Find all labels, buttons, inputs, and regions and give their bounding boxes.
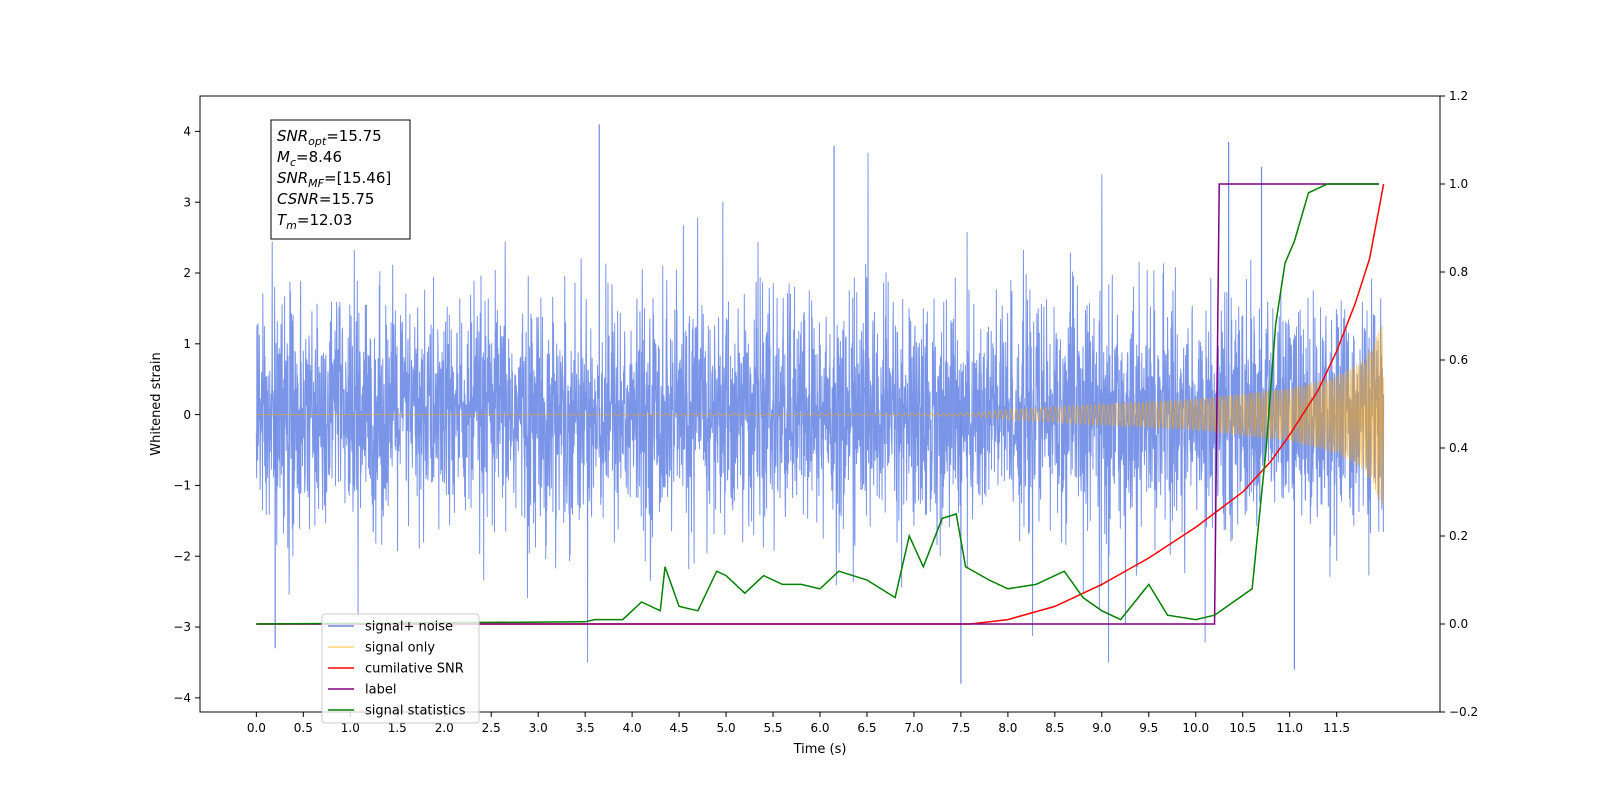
y-tick-label: 3 [183,195,191,209]
x-tick-label: 9.5 [1139,721,1158,735]
x-tick-label: 10.5 [1229,721,1256,735]
x-tick-label: 7.0 [904,721,923,735]
y-axis-right: −0.2 0.0 0.2 0.4 0.6 0.8 1.0 1.2 [1440,89,1478,719]
y-tick-label: 2 [183,266,191,280]
annotation-line: Tm=12.03 [277,211,352,232]
annotation-line: SNRopt=15.75 [277,127,382,148]
x-tick-label: 9.0 [1092,721,1111,735]
annotation-line: CSNR=15.75 [277,190,374,208]
x-axis-label: Time (s) [793,742,847,757]
y-tick-label: −2 [173,549,191,563]
x-tick-label: 6.5 [857,721,876,735]
x-tick-label: 4.5 [670,721,689,735]
annotation-frame [270,119,411,240]
y-tick-label: −4 [173,691,191,705]
x-tick-label: 2.0 [435,721,454,735]
y2-tick-label: 1.2 [1449,89,1468,103]
y2-tick-label: 0.8 [1449,265,1468,279]
x-tick-label: 10.0 [1182,721,1209,735]
x-tick-label: 11.0 [1276,721,1303,735]
legend-label: signal statistics [365,704,466,719]
series-signal-noise-line [255,152,1385,663]
legend-label: signal+ noise [365,620,453,635]
x-tick-label: 3.5 [576,721,595,735]
series-label-line [256,183,1379,625]
legend-label: signal only [365,641,435,656]
annotation-value: =12.03 [297,211,353,229]
annotation-value: =8.46 [296,148,342,166]
legend: signal+ noise signal only cumilative SNR la… [321,613,480,724]
y2-tick-label: 0.0 [1449,617,1468,631]
y2-tick-label: 0.4 [1449,441,1468,455]
y-axis-left: −4 −3 −2 −1 0 1 2 3 4 [173,125,200,705]
x-tick-label: 5.0 [717,721,736,735]
annotation-line: SNRMF=[15.46] [277,169,391,190]
x-tick-label: 0.5 [294,721,313,735]
x-tick-label: 8.0 [998,721,1017,735]
x-tick-label: 11.5 [1323,721,1350,735]
annotation-subscript: opt [308,135,327,148]
x-tick-label: 6.0 [810,721,829,735]
x-tick-label: 5.5 [763,721,782,735]
annotation-symbol: T [277,211,288,229]
annotation-subscript: m [286,219,297,232]
annotation-value: =[15.46] [324,169,391,187]
annotation-symbol: SNR [277,169,308,187]
x-tick-label: 4.0 [623,721,642,735]
y-tick-label: 1 [183,337,191,351]
series-cumilative-snr-line [256,183,1385,625]
legend-label: cumilative SNR [365,662,464,677]
annotation-symbol: CSNR [277,190,319,208]
annotation-symbol: SNR [277,127,308,145]
x-tick-label: 8.5 [1045,721,1064,735]
annotation-value: =15.75 [319,190,375,208]
y-tick-label: 4 [183,125,191,139]
x-tick-label: 1.5 [388,721,407,735]
annotation-subscript: c [290,156,296,169]
y2-tick-label: −0.2 [1449,705,1478,719]
x-tick-label: 2.5 [482,721,501,735]
series-signal-statistics-line [256,183,1379,625]
annotation-value: =15.75 [326,127,382,145]
x-axis: 0.0 0.5 1.0 1.5 2.0 2.5 3.0 3.5 4.0 4.5 5.0 5.5 6.0 6… [247,712,1350,735]
legend-label: label [365,683,396,698]
x-tick-label: 3.0 [529,721,548,735]
series-layer [255,124,1385,684]
y2-tick-label: 1.0 [1449,177,1468,191]
annotation-subscript: MF [308,177,324,190]
x-tick-label: 7.5 [951,721,970,735]
series-signal-only-line [256,325,1385,506]
y-tick-label: 0 [183,408,191,422]
annotation-box: SNRopt=15.75Mc=8.46SNRMF=[15.46]CSNR=15.… [270,119,411,240]
y-axis-label: Whitened strain [149,352,164,455]
y-tick-label: −3 [173,620,191,634]
y-tick-label: −1 [173,479,191,493]
annotation-line: Mc=8.46 [277,148,342,169]
y2-tick-label: 0.2 [1449,529,1468,543]
y2-tick-label: 0.6 [1449,353,1468,367]
x-tick-label: 0.0 [247,721,266,735]
legend-frame [321,613,480,724]
x-tick-label: 1.0 [341,721,360,735]
annotation-symbol: M [277,148,290,166]
